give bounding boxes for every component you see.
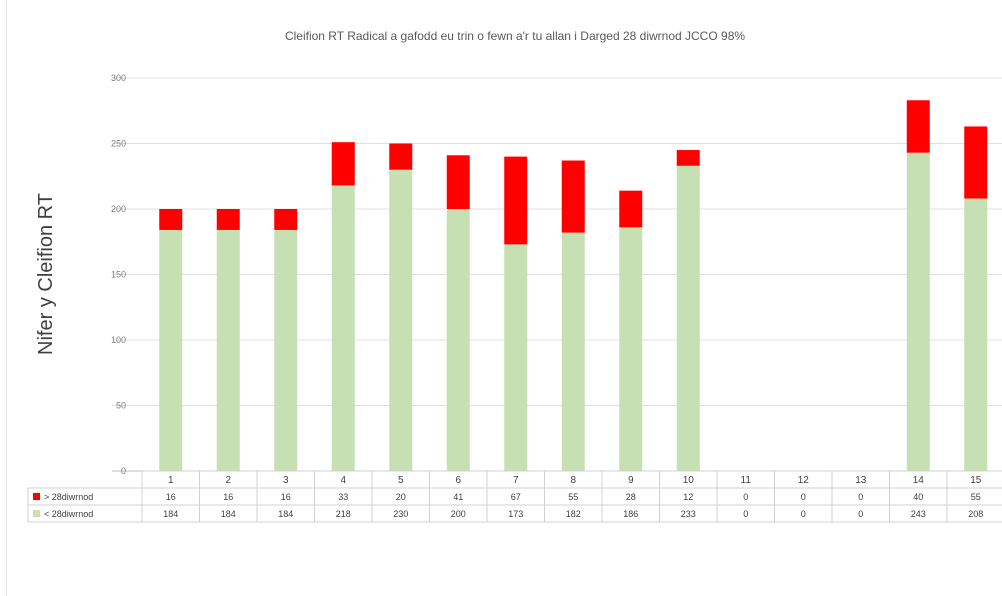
y-tick-label: 150 [111,270,126,280]
x-category-label: 4 [340,475,346,486]
data-table-value: 0 [858,492,863,502]
data-table-value: 16 [281,492,291,502]
y-tick-label: 0 [121,466,126,476]
data-table-value: 0 [743,509,748,519]
data-table-value: 16 [223,492,233,502]
bar-segment-over-28-days [906,100,930,153]
bar-segment-within-28-days [389,169,413,471]
data-table-value: 55 [971,492,981,502]
y-tick-label: 50 [116,401,126,411]
data-table-value: 41 [453,492,463,502]
frame-border [6,0,7,596]
data-table-value: 182 [566,509,581,519]
bar-segment-over-28-days [331,142,355,186]
legend-label: < 28diwrnod [44,509,93,519]
data-table-value: 184 [278,509,293,519]
data-table-value: 0 [858,509,863,519]
bar-segment-within-28-days [446,209,470,471]
gridlines [112,77,1002,472]
bar-segment-within-28-days [964,198,988,471]
x-category-label: 15 [970,475,982,486]
bar-segment-over-28-days [676,150,700,166]
x-category-label: 1 [168,475,174,486]
data-table-value: 40 [913,492,923,502]
y-axis-label: Nifer y Cleifion RT [35,193,57,355]
bar-segment-over-28-days [446,155,470,209]
bar-segment-within-28-days [331,185,355,472]
data-table-value: 200 [451,509,466,519]
y-tick-label: 250 [111,139,126,149]
bar-segment-over-28-days [159,209,183,230]
data-table-value: 184 [221,509,236,519]
x-category-label: 10 [683,475,695,486]
data-table-value: 67 [511,492,521,502]
y-axis-ticks: 0 50 100 150 200 250 300 [111,73,126,476]
y-tick-label: 100 [111,335,126,345]
bar-segment-within-28-days [274,229,298,471]
x-category-label: 14 [913,475,925,486]
x-category-label: 7 [513,475,519,486]
legend-label: > 28diwrnod [44,492,93,502]
bar-segment-within-28-days [619,227,643,471]
data-table-value: 218 [336,509,351,519]
x-category-label: 5 [398,475,404,486]
data-table-value: 243 [911,509,926,519]
data-table-value: 230 [393,509,408,519]
bar-segment-within-28-days [676,165,700,471]
x-category-label: 12 [798,475,810,486]
bars [159,100,988,472]
chart-title: Cleifion RT Radical a gafodd eu trin o f… [285,29,745,43]
data-table-value: 0 [801,492,806,502]
bar-segment-over-28-days [619,190,643,228]
legend-key [33,493,40,500]
data-table-value: 12 [683,492,693,502]
data-table-value: 0 [801,509,806,519]
y-tick-label: 300 [111,73,126,83]
x-category-label: 13 [855,475,867,486]
bar-segment-over-28-days [216,209,240,230]
data-table-value: 16 [166,492,176,502]
y-tick-label: 200 [111,204,126,214]
bar-segment-over-28-days [274,209,298,230]
data-table-value: 173 [508,509,523,519]
data-table-value: 33 [338,492,348,502]
x-category-label: 8 [570,475,576,486]
bar-segment-within-28-days [561,232,585,471]
x-category-label: 6 [455,475,461,486]
legend-key [33,510,40,517]
data-table-value: 20 [396,492,406,502]
bar-segment-over-28-days [504,156,528,245]
x-category-label: 11 [741,475,752,486]
bar-segment-over-28-days [964,126,988,199]
x-category-label: 2 [225,475,231,486]
x-category-label: 3 [283,475,289,486]
data-table-value: 208 [968,509,983,519]
data-table-value: 28 [626,492,636,502]
data-table: 1 2 3 4 5 6 7 8 9 10 11 12 13 14 15> 28diwrnod 16 16 16 33… [27,470,1002,523]
x-category-label: 9 [628,475,634,486]
data-table-value: 0 [743,492,748,502]
bar-segment-within-28-days [504,244,528,471]
data-table-value: 233 [681,509,696,519]
data-table-value: 186 [623,509,638,519]
data-table-value: 55 [568,492,578,502]
data-table-value: 184 [163,509,178,519]
bar-segment-within-28-days [906,152,930,472]
bar-segment-within-28-days [159,229,183,471]
bar-segment-over-28-days [561,160,585,233]
bar-segment-within-28-days [216,229,240,471]
bar-segment-over-28-days [389,143,413,170]
